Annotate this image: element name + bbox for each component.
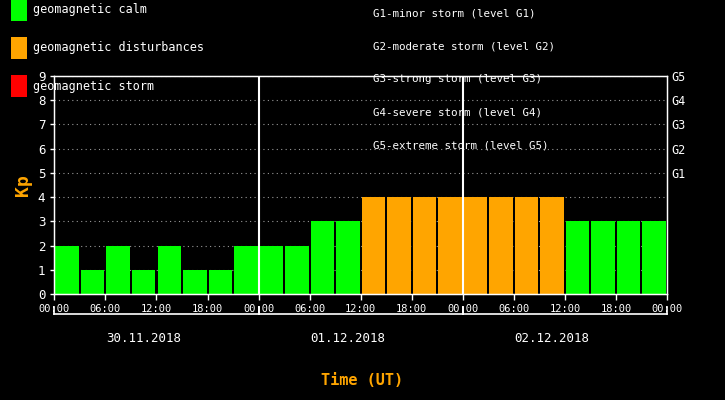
Bar [464,197,487,294]
Bar [234,246,257,294]
Text: G3-strong storm (level G3): G3-strong storm (level G3) [373,74,542,84]
Bar [336,221,360,294]
Bar [439,197,462,294]
Bar [413,197,436,294]
Text: G1-minor storm (level G1): G1-minor storm (level G1) [373,9,536,19]
Text: geomagnetic calm: geomagnetic calm [33,4,146,16]
Bar [285,246,309,294]
Bar [107,246,130,294]
Y-axis label: Kp: Kp [14,174,33,196]
Bar [183,270,207,294]
Text: G2-moderate storm (level G2): G2-moderate storm (level G2) [373,42,555,52]
Bar [540,197,564,294]
Text: 30.11.2018: 30.11.2018 [107,332,181,344]
Bar [362,197,385,294]
Bar [55,246,79,294]
Bar [81,270,104,294]
Bar [592,221,615,294]
Bar [642,221,666,294]
Bar [260,246,283,294]
Text: Time (UT): Time (UT) [321,373,404,388]
Bar [209,270,232,294]
Text: G4-severe storm (level G4): G4-severe storm (level G4) [373,107,542,117]
Bar [157,246,181,294]
Bar [515,197,539,294]
Text: geomagnetic storm: geomagnetic storm [33,80,154,92]
Bar [310,221,334,294]
Text: geomagnetic disturbances: geomagnetic disturbances [33,42,204,54]
Bar [387,197,411,294]
Text: 02.12.2018: 02.12.2018 [515,332,589,344]
Bar [566,221,589,294]
Bar [489,197,513,294]
Bar [617,221,640,294]
Bar [132,270,155,294]
Text: 01.12.2018: 01.12.2018 [310,332,386,344]
Text: G5-extreme storm (level G5): G5-extreme storm (level G5) [373,140,549,150]
